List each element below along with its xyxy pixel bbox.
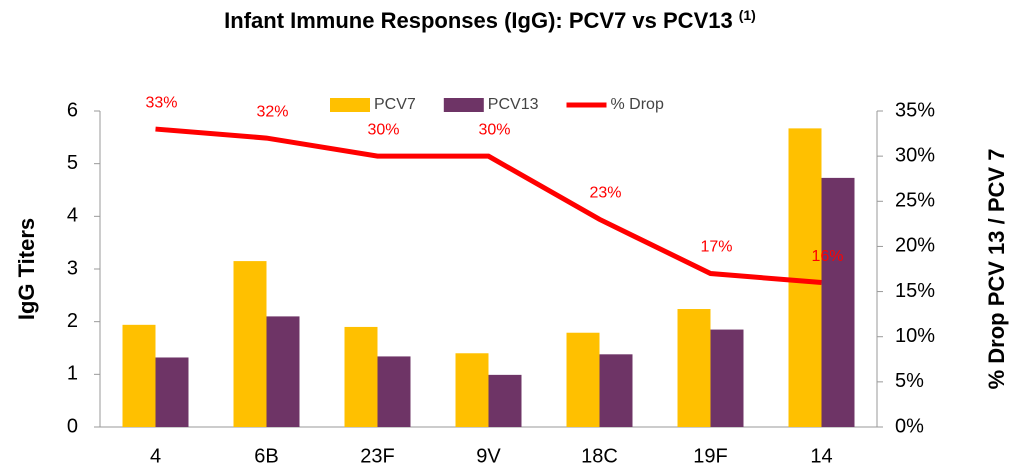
data-label: 30% [478, 121, 510, 138]
x-tick-label: 9V [476, 445, 501, 467]
y2-tick-label: 0% [895, 415, 924, 437]
y2-tick-label: 15% [895, 280, 935, 302]
y-tick-label: 5 [67, 152, 78, 174]
y-tick-label: 4 [67, 205, 78, 227]
y2-tick-label: 30% [895, 144, 935, 166]
y2-tick-label: 20% [895, 235, 935, 257]
legend-label: % Drop [611, 96, 664, 113]
title-note: (1) [739, 7, 756, 23]
bar [488, 374, 522, 427]
y-tick-label: 3 [67, 257, 78, 279]
bar [266, 316, 300, 427]
data-label: 30% [367, 121, 399, 138]
bar [377, 356, 411, 427]
data-label: 17% [700, 239, 732, 256]
x-tick-label: 23F [360, 445, 394, 467]
y-tick-label: 2 [67, 310, 78, 332]
bar [344, 326, 378, 427]
x-tick-label: 19F [693, 445, 727, 467]
legend-label: PCV13 [488, 96, 539, 113]
y2-tick-label: 25% [895, 190, 935, 212]
y2-tick-label: 35% [895, 99, 935, 121]
x-tick-label: 4 [150, 445, 161, 467]
y-axis-label: IgG Titers [14, 218, 39, 320]
y-tick-label: 0 [67, 415, 78, 437]
legend-swatch [330, 98, 370, 112]
data-label: 32% [256, 103, 288, 120]
bar [155, 357, 189, 427]
legend-swatch [443, 98, 484, 112]
data-label: 16% [811, 248, 843, 265]
x-tick-label: 14 [810, 445, 832, 467]
bar [455, 353, 489, 427]
bar [821, 177, 855, 427]
line [155, 126, 822, 286]
data-label: 23% [589, 185, 621, 202]
bar [566, 332, 600, 427]
y-tick-label: 1 [67, 363, 78, 385]
bar [233, 261, 267, 427]
y-tick-label: 6 [67, 99, 78, 121]
y2-axis-label: % Drop PCV 13 / PCV 7 [984, 149, 1009, 390]
legend-label: PCV7 [374, 96, 416, 113]
y2-tick-label: 5% [895, 370, 924, 392]
data-label: 33% [145, 94, 177, 111]
bar [788, 128, 822, 427]
x-tick-label: 18C [581, 445, 618, 467]
bar [599, 354, 633, 427]
bar [710, 329, 744, 427]
title-text: Infant Immune Responses (IgG): PCV7 vs P… [224, 8, 733, 33]
bar [677, 309, 711, 427]
bar [122, 324, 156, 427]
y2-tick-label: 10% [895, 325, 935, 347]
x-tick-label: 6B [254, 445, 278, 467]
chart-title: Infant Immune Responses (IgG): PCV7 vs P… [224, 7, 756, 33]
